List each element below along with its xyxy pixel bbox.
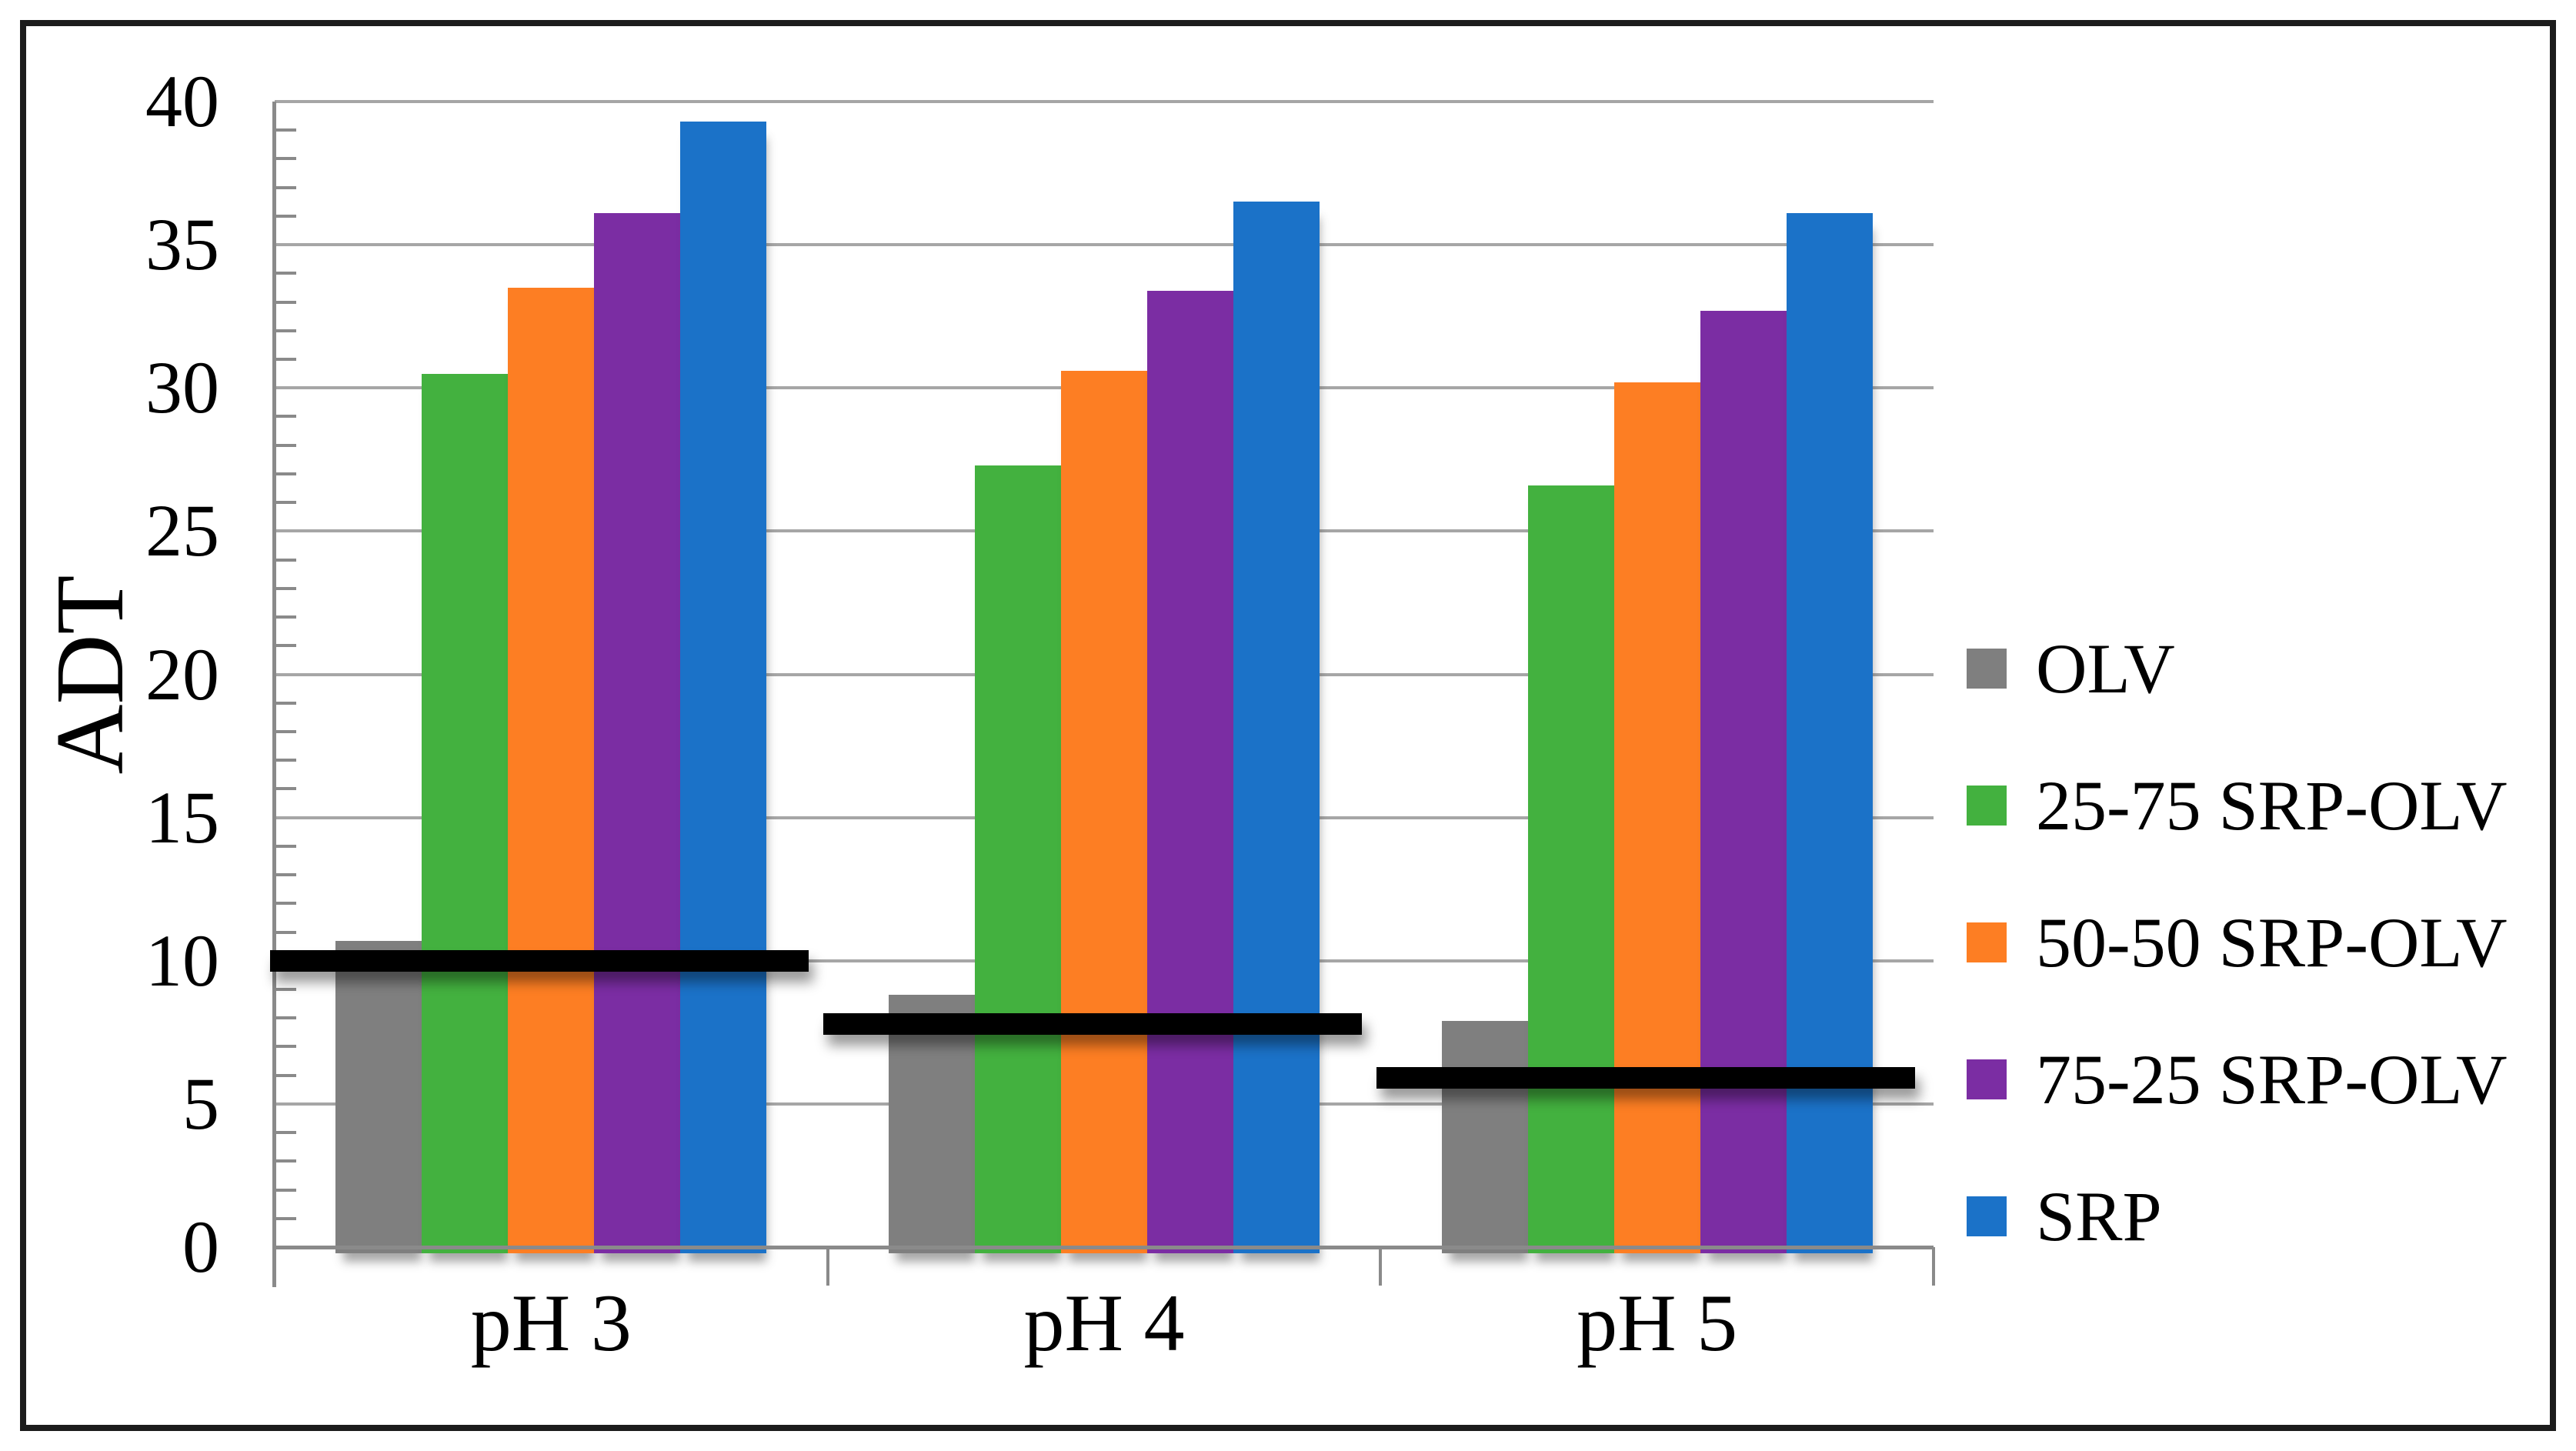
- y-minor-tick: [276, 930, 296, 934]
- gridline-y-40: [275, 100, 1934, 103]
- legend-label: SRP: [2036, 1177, 2162, 1256]
- x-category-label-pH5: pH 5: [1577, 1278, 1738, 1368]
- bar-pH3-OLV: [335, 940, 422, 1253]
- x-axis-line: [275, 1246, 1934, 1249]
- legend-item-SRP: SRP: [1967, 1148, 2508, 1285]
- bar-pH3-SRP: [680, 122, 767, 1253]
- y-minor-tick: [276, 300, 296, 304]
- y-minor-tick: [276, 157, 296, 161]
- bar-pH4-50-50-SRP-OLV: [1061, 370, 1147, 1253]
- reference-line-pH4: [823, 1012, 1362, 1035]
- y-tick-label-40: 40: [145, 60, 219, 142]
- legend-swatch-icon: [1967, 922, 2007, 962]
- x-category-label-pH3: pH 3: [470, 1278, 632, 1368]
- y-tick-label-5: 5: [182, 1062, 219, 1145]
- legend-swatch-icon: [1967, 1059, 2007, 1099]
- y-minor-tick: [276, 1216, 296, 1220]
- legend: OLV 25-75 SRP-OLV 50-50 SRP-OLV 75-25 SRP-O…: [1967, 600, 2508, 1285]
- y-minor-tick: [276, 1159, 296, 1163]
- legend-swatch-icon: [1967, 649, 2007, 689]
- legend-label: 50-50 SRP-OLV: [2036, 903, 2508, 982]
- y-minor-tick: [276, 358, 296, 362]
- legend-swatch-icon: [1967, 786, 2007, 826]
- y-minor-tick: [276, 501, 296, 505]
- y-minor-tick: [276, 443, 296, 447]
- legend-item-OLV: OLV: [1967, 600, 2508, 737]
- bar-pH3-75-25-SRP-OLV: [594, 213, 681, 1253]
- bar-pH5-OLV: [1441, 1020, 1528, 1253]
- reference-line-pH5: [1376, 1067, 1915, 1089]
- y-minor-tick: [276, 987, 296, 991]
- bar-pH5-50-50-SRP-OLV: [1613, 382, 1700, 1253]
- bar-pH4-OLV: [889, 995, 975, 1253]
- y-minor-tick: [276, 272, 296, 275]
- legend-item-75-25-SRP-OLV: 75-25 SRP-OLV: [1967, 1011, 2508, 1148]
- y-minor-tick: [276, 558, 296, 562]
- y-minor-tick: [276, 729, 296, 733]
- y-minor-tick: [276, 586, 296, 590]
- y-minor-tick: [276, 1188, 296, 1192]
- y-minor-tick: [276, 1073, 296, 1077]
- legend-item-25-75-SRP-OLV: 25-75 SRP-OLV: [1967, 737, 2508, 874]
- bar-pH4-75-25-SRP-OLV: [1147, 290, 1233, 1253]
- y-tick-label-35: 35: [145, 203, 219, 286]
- y-minor-tick: [276, 128, 296, 132]
- y-minor-tick: [276, 701, 296, 705]
- x-category-tick: [1379, 1247, 1383, 1286]
- y-tick-label-15: 15: [145, 776, 219, 859]
- y-tick-label-10: 10: [145, 919, 219, 1002]
- legend-label: 25-75 SRP-OLV: [2036, 766, 2508, 845]
- x-category-tick: [826, 1247, 829, 1286]
- y-minor-tick: [276, 472, 296, 475]
- y-minor-tick: [276, 1016, 296, 1020]
- y-minor-tick: [276, 844, 296, 848]
- x-category-tick: [1932, 1247, 1935, 1286]
- y-minor-tick: [276, 1131, 296, 1135]
- y-minor-tick: [276, 902, 296, 906]
- plot-area: [270, 100, 1935, 1287]
- y-minor-tick: [276, 615, 296, 619]
- bar-pH5-75-25-SRP-OLV: [1700, 310, 1787, 1253]
- y-minor-tick: [276, 185, 296, 189]
- y-minor-tick: [276, 415, 296, 419]
- y-tick-label-30: 30: [145, 346, 219, 429]
- legend-label: OLV: [2036, 629, 2175, 708]
- y-minor-tick: [276, 759, 296, 762]
- y-minor-tick: [276, 873, 296, 877]
- y-minor-tick: [276, 1045, 296, 1049]
- y-tick-label-20: 20: [145, 632, 219, 715]
- bar-pH5-25-75-SRP-OLV: [1527, 485, 1614, 1253]
- gridline-y-35: [275, 243, 1934, 247]
- y-minor-tick: [276, 644, 296, 648]
- legend-label: 75-25 SRP-OLV: [2036, 1040, 2508, 1119]
- legend-swatch-icon: [1967, 1196, 2007, 1236]
- y-minor-tick: [276, 787, 296, 791]
- bar-pH3-50-50-SRP-OLV: [508, 287, 595, 1253]
- bar-pH5-SRP: [1786, 213, 1873, 1253]
- y-minor-tick: [276, 214, 296, 218]
- x-category-label-pH4: pH 4: [1023, 1278, 1185, 1368]
- y-minor-tick: [276, 329, 296, 332]
- y-tick-label-0: 0: [182, 1206, 219, 1288]
- y-tick-label-25: 25: [145, 489, 219, 572]
- bar-pH4-25-75-SRP-OLV: [975, 465, 1061, 1253]
- reference-line-pH3: [270, 949, 809, 972]
- y-axis-line: [272, 102, 276, 1287]
- bar-pH3-25-75-SRP-OLV: [422, 373, 509, 1253]
- bar-pH4-SRP: [1233, 202, 1320, 1253]
- legend-item-50-50-SRP-OLV: 50-50 SRP-OLV: [1967, 874, 2508, 1011]
